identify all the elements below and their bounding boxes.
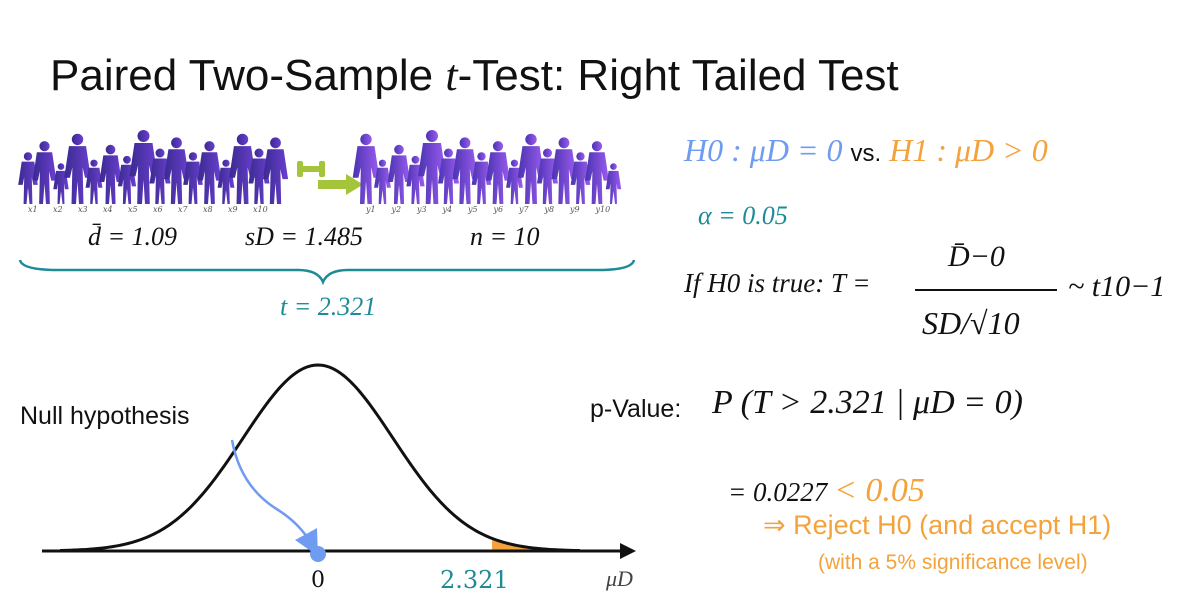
hypotheses-line: H0 : μD = 0 vs. H1 : μD > 0: [684, 132, 1048, 169]
title-part-1: Paired Two-Sample: [50, 51, 446, 100]
person-silhouette-icon: [53, 163, 69, 204]
title-part-t: t: [445, 51, 458, 100]
person-silhouette-icon: [452, 137, 478, 204]
person-silhouette-icon: [418, 130, 446, 204]
sample-label: x6: [153, 205, 163, 214]
statistic-denominator: SD/√10: [922, 305, 1020, 341]
person-silhouette-icon: [129, 130, 158, 204]
person-silhouette-icon: [486, 141, 510, 204]
sample-label: y4: [442, 205, 453, 214]
mean-difference-stat: d̄ = 1.09: [88, 222, 178, 251]
transition-arrow-icon: [297, 161, 363, 195]
statistic-numerator: D̄−0: [948, 240, 1005, 273]
alpha-level: α = 0.05: [698, 201, 788, 230]
paired-samples-illustration: x1 x2 x3 x4 x5 x6 x7 x8 x9 x10 y1 y2 y3 y4 y5 y6 y7 y8 y9…: [18, 130, 622, 214]
person-silhouette-icon: [99, 144, 122, 204]
null-hypothesis-label: Null hypothesis: [20, 402, 190, 430]
person-silhouette-icon: [585, 141, 609, 204]
title-part-2: -Test: Right Tailed Test: [457, 51, 899, 100]
group-y-people: [352, 130, 622, 204]
person-silhouette-icon: [229, 133, 256, 204]
sample-label: y2: [391, 205, 402, 214]
null-distribution-plot: [42, 363, 636, 562]
n-stat: n = 10: [470, 222, 540, 251]
slide-title: Paired Two-Sample t-Test: Right Tailed T…: [50, 50, 899, 101]
fraction-bar: [915, 289, 1057, 291]
vs-label: vs.: [850, 140, 882, 167]
sample-label: x10: [253, 205, 268, 214]
person-silhouette-icon: [183, 152, 203, 204]
person-silhouette-icon: [32, 141, 57, 204]
sample-label: x3: [78, 205, 88, 214]
summary-brace: [18, 259, 636, 286]
x-sample-labels: x1 x2 x3 x4 x5 x6 x7 x8 x9 x10: [28, 205, 268, 214]
person-silhouette-icon: [438, 148, 459, 204]
sample-label: x9: [228, 205, 238, 214]
p-value-label: p-Value:: [590, 395, 682, 423]
sample-label: y3: [416, 205, 427, 214]
x-axis-arrow-icon: [620, 543, 636, 559]
person-silhouette-icon: [551, 137, 577, 204]
p-value-comparison: < 0.05: [833, 472, 925, 509]
sample-label: y9: [569, 205, 580, 214]
person-silhouette-icon: [149, 148, 171, 204]
sample-label: x7: [178, 205, 189, 214]
sample-label: y5: [467, 205, 478, 214]
tick-t-value: 2.321: [440, 566, 509, 594]
group-x-people: [18, 130, 289, 204]
sd-stat: sD = 1.485: [245, 222, 363, 251]
axis-label-mu-d: μD: [606, 566, 633, 591]
significance-note: (with a 5% significance level): [818, 551, 1088, 574]
t-distribution: ~ t10−1: [1068, 270, 1166, 303]
person-silhouette-icon: [197, 141, 222, 204]
sample-label: x8: [203, 205, 213, 214]
person-silhouette-icon: [605, 163, 622, 204]
null-density-curve: [59, 363, 581, 553]
person-silhouette-icon: [248, 148, 270, 204]
alternative-hypothesis: H1 : μD > 0: [889, 132, 1048, 168]
sample-label: x1: [28, 205, 38, 214]
person-silhouette-icon: [64, 133, 91, 204]
sample-label: y8: [544, 205, 555, 214]
sample-label: x5: [128, 205, 138, 214]
sample-label: y1: [365, 205, 376, 214]
null-mean-point: [310, 546, 326, 562]
sample-label: y7: [518, 205, 530, 214]
person-silhouette-icon: [387, 144, 411, 204]
y-sample-labels: y1 y2 y3 y4 y5 y6 y7 y8 y9 y10: [365, 205, 610, 214]
p-value-result: = 0.0227 < 0.05: [728, 472, 925, 510]
person-silhouette-icon: [374, 159, 391, 204]
rejection-tail-area: [492, 538, 580, 551]
p-value-expression: P (T > 2.321 | μD = 0): [712, 384, 1023, 421]
sample-label: y6: [493, 205, 504, 214]
person-silhouette-icon: [570, 152, 591, 204]
person-silhouette-icon: [517, 133, 545, 204]
person-silhouette-icon: [85, 159, 103, 204]
person-silhouette-icon: [352, 133, 380, 204]
tick-zero: 0: [311, 568, 325, 593]
null-hypothesis: H0 : μD = 0: [684, 132, 843, 168]
sample-label: y10: [595, 205, 611, 214]
sample-label: x4: [103, 205, 113, 214]
conclusion-reject: ⇒ Reject H0 (and accept H1): [763, 510, 1112, 540]
sample-label: x2: [53, 205, 63, 214]
null-pointer-arrow-icon: [230, 439, 318, 556]
t-statistic-value: t = 2.321: [280, 292, 377, 321]
p-value-number: = 0.0227: [728, 477, 828, 507]
person-silhouette-icon: [163, 137, 190, 204]
person-silhouette-icon: [471, 152, 492, 204]
person-silhouette-icon: [18, 152, 38, 204]
test-statistic-prefix: If H0 is true: T =: [684, 268, 871, 298]
person-silhouette-icon: [537, 148, 558, 204]
person-silhouette-icon: [262, 137, 289, 204]
